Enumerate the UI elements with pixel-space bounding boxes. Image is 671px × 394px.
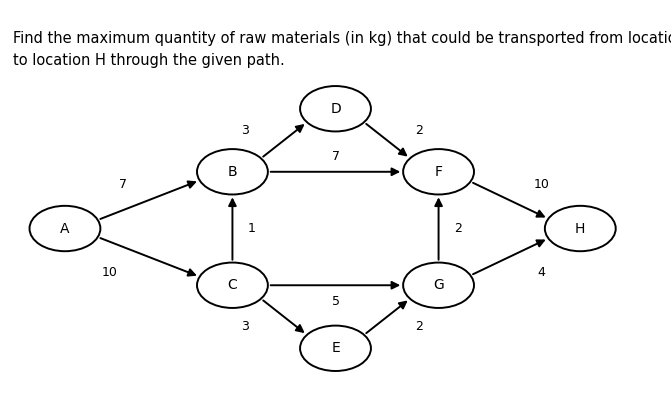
Text: 2: 2: [415, 320, 423, 333]
Text: 5: 5: [331, 295, 340, 307]
Ellipse shape: [300, 325, 371, 371]
Text: 10: 10: [533, 178, 550, 191]
Text: 7: 7: [331, 150, 340, 162]
Text: F: F: [435, 165, 443, 179]
Text: 1: 1: [248, 222, 256, 235]
Text: 2: 2: [454, 222, 462, 235]
Text: E: E: [331, 341, 340, 355]
Text: Find the maximum quantity of raw materials (in kg) that could be transported fro: Find the maximum quantity of raw materia…: [13, 31, 671, 46]
Ellipse shape: [403, 262, 474, 308]
Text: D: D: [330, 102, 341, 116]
Text: 4: 4: [537, 266, 546, 279]
Text: H: H: [575, 221, 586, 236]
Text: 2: 2: [415, 125, 423, 137]
Ellipse shape: [197, 149, 268, 195]
Ellipse shape: [300, 86, 371, 132]
Text: C: C: [227, 278, 238, 292]
Text: 3: 3: [242, 125, 249, 137]
Ellipse shape: [545, 206, 616, 251]
Text: 7: 7: [119, 178, 127, 191]
Text: 10: 10: [102, 266, 118, 279]
Text: A: A: [60, 221, 70, 236]
Text: 3: 3: [242, 320, 249, 333]
Ellipse shape: [197, 262, 268, 308]
Text: B: B: [227, 165, 238, 179]
Ellipse shape: [30, 206, 101, 251]
Text: G: G: [433, 278, 444, 292]
Text: to location H through the given path.: to location H through the given path.: [13, 53, 285, 68]
Ellipse shape: [403, 149, 474, 195]
